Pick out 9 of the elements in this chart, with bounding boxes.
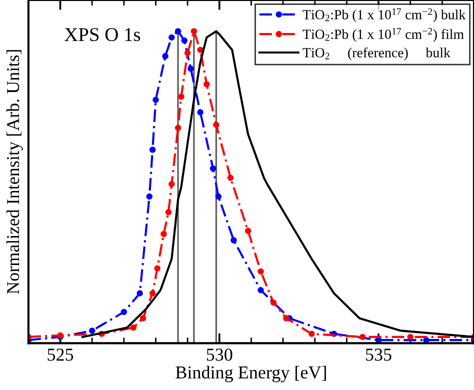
- x-tick-label: 530: [206, 348, 232, 361]
- x-tick-label: 525: [48, 348, 74, 361]
- legend-label: TiO$_{2}$:Pb (1 x 10$^{17}$ cm$^{−2}$) film: [302, 28, 464, 42]
- y-axis-title: Normalized Intensity [Arb. Units]: [6, 50, 23, 294]
- x-tick-label: 535: [366, 348, 392, 361]
- x-axis-title: Binding Energy [eV]: [176, 366, 326, 382]
- text: TiO$_{2}$ (reference) bulk: [302, 48, 450, 60]
- legend-label: TiO$_{2}$:Pb (1 x 10$^{17}$ cm$^{−2}$) bulk: [302, 8, 466, 22]
- annotation: XPS O 1s: [64, 28, 140, 42]
